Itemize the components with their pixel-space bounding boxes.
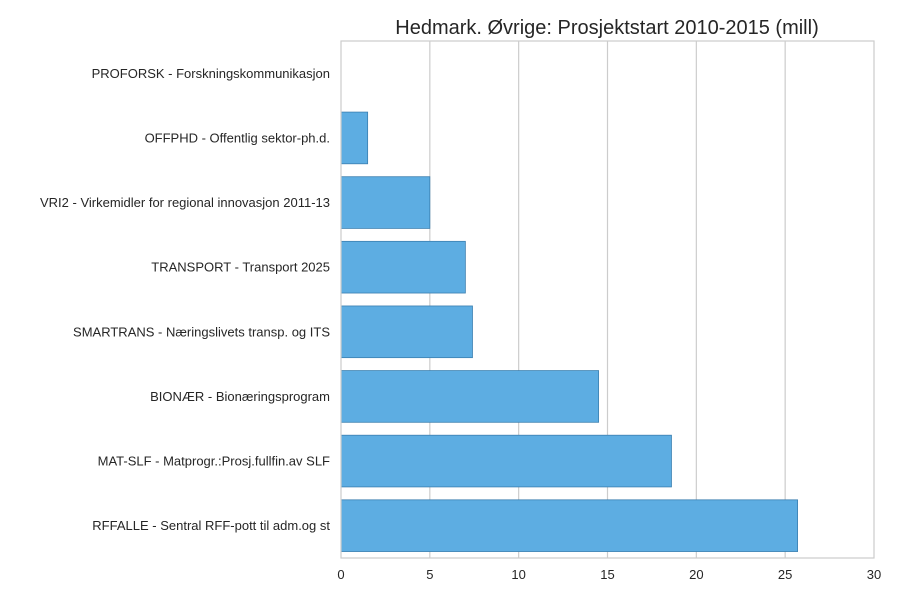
- category-label: PROFORSK - Forskningskommunikasjon: [92, 66, 330, 81]
- plot-border: [340, 40, 875, 559]
- x-tick-labels: 0 5 10 15 20 25 30: [337, 567, 881, 582]
- bar: [340, 305, 473, 359]
- bar: [340, 111, 369, 165]
- category-label: OFFPHD - Offentlig sektor-ph.d.: [145, 130, 330, 145]
- x-tick-label: 10: [511, 567, 525, 582]
- x-tick-label: 25: [778, 567, 792, 582]
- category-label: SMARTRANS - Næringslivets transp. og ITS: [73, 324, 330, 339]
- category-labels: PROFORSK - Forskningskommunikasjon OFFPHD…: [40, 66, 330, 533]
- bars: [340, 111, 799, 552]
- bar: [340, 176, 431, 229]
- x-tick-label: 5: [426, 567, 433, 582]
- x-tick-label: 0: [337, 567, 344, 582]
- plot-frame: [340, 40, 875, 559]
- category-label: BIONÆR - Bionæringsprogram: [150, 389, 330, 404]
- category-label: RFFALLE - Sentral RFF-pott til adm.og st: [92, 518, 330, 533]
- chart-title: Hedmark. Øvrige: Prosjektstart 2010-2015…: [395, 17, 818, 39]
- bar: [340, 434, 672, 488]
- bar: [340, 370, 600, 423]
- bar: [340, 499, 799, 552]
- category-label: VRI2 - Virkemidler for regional innovasj…: [40, 195, 330, 210]
- x-tick-label: 20: [689, 567, 703, 582]
- x-tick-label: 30: [867, 567, 881, 582]
- bar: [340, 240, 466, 294]
- category-label: TRANSPORT - Transport 2025: [151, 260, 330, 275]
- category-label: MAT-SLF - Matprogr.:Prosj.fullfin.av SLF: [98, 454, 330, 469]
- x-tick-label: 15: [600, 567, 614, 582]
